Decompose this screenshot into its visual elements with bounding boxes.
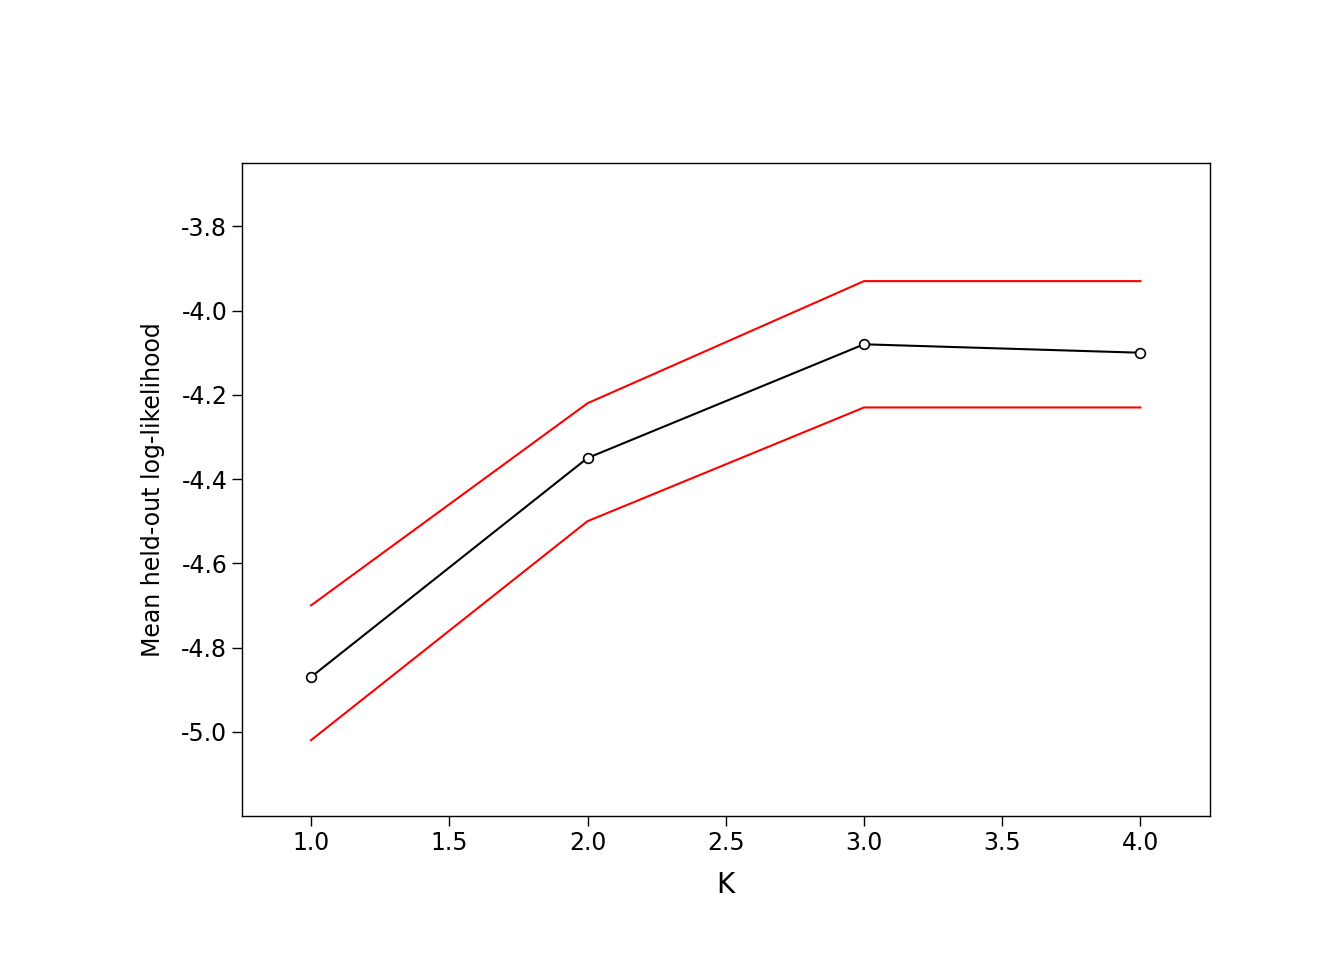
X-axis label: K: K bbox=[716, 872, 735, 900]
Y-axis label: Mean held-out log-likelihood: Mean held-out log-likelihood bbox=[141, 323, 164, 657]
